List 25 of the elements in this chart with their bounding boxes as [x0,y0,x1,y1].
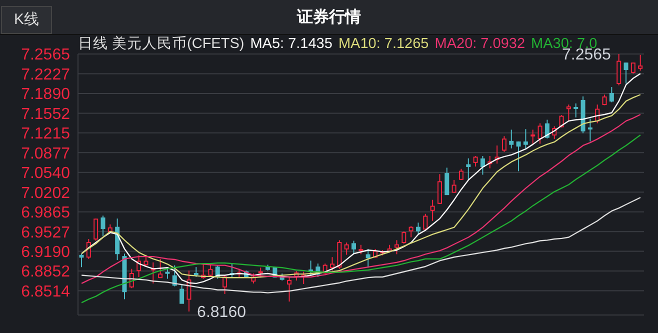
candlestick [530,129,536,144]
y-tick-label: 6.9865 [21,204,70,222]
candlestick [430,199,435,222]
text: MA20: 7.0932 [434,36,526,52]
chart-subtitle: 日线 美元人民币(CFETS) [78,36,244,52]
line-series [80,134,642,304]
text: MA5: 7.1435 [250,36,332,52]
annotation: 6.8160 [197,304,246,322]
text: K线 [1,6,52,34]
y-tick-label: 6.8514 [21,283,70,300]
y-tick-label: 7.0540 [21,165,70,182]
y-tick-label: 6.9527 [21,224,70,242]
y-tick-label: 7.0877 [21,145,70,162]
y-tick-label: 6.9190 [21,244,70,261]
candlestick [588,118,592,142]
text: MA10: 7.1265 [338,36,429,52]
y-tick-label: 7.1552 [21,106,70,123]
y-tick-label: 7.0202 [21,184,70,202]
y-tick-label: 7.2227 [21,66,70,84]
y-tick-label: 6.8852 [21,264,70,281]
y-tick-label: 7.1215 [21,126,70,143]
candlestick [466,158,471,180]
y-tick-label: 7.2565 [21,46,70,64]
chart-title: 证券行情 [297,9,361,26]
y-tick-label: 7.1890 [21,86,70,104]
